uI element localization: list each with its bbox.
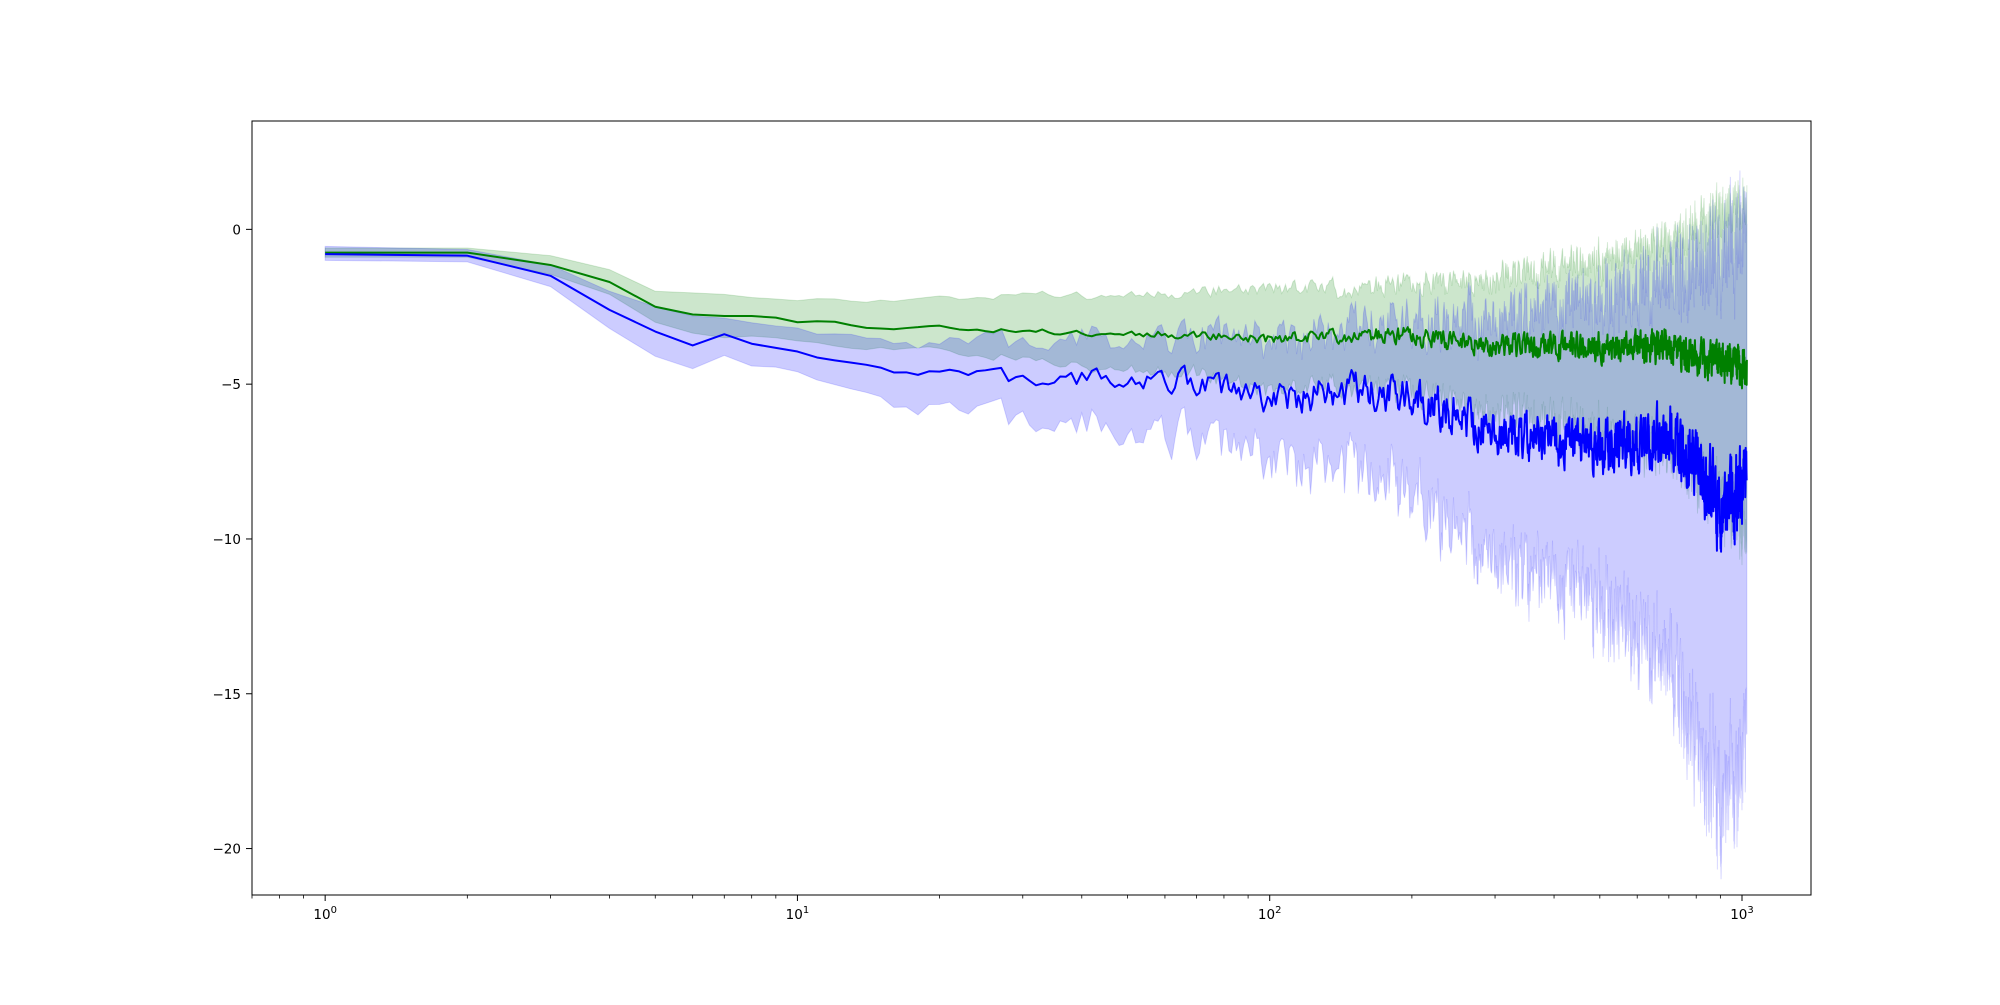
- x-tick-label-3: 103: [1730, 905, 1754, 923]
- series-lines: [325, 251, 1748, 553]
- y-axis: 0 −5 −10 −15 −20: [213, 222, 252, 858]
- x-tick-label-0: 100: [313, 905, 337, 923]
- series-0-line: [325, 251, 1748, 390]
- y-tick-label-4: −20: [213, 842, 242, 858]
- y-tick-label-2: −10: [213, 532, 242, 548]
- axes-background: [252, 121, 1811, 895]
- axes-frame: [251, 120, 1812, 896]
- y-tick-label-0: 0: [232, 222, 241, 238]
- x-tick-label-1: 101: [786, 905, 810, 923]
- series-1-band: [324, 170, 1748, 880]
- y-tick-label-3: −15: [213, 687, 242, 703]
- series-1-line: [325, 253, 1748, 553]
- y-tick-label-1: −5: [221, 377, 241, 393]
- x-tick-label-2: 102: [1258, 905, 1282, 923]
- x-axis: 100 101 102 103: [251, 895, 1754, 923]
